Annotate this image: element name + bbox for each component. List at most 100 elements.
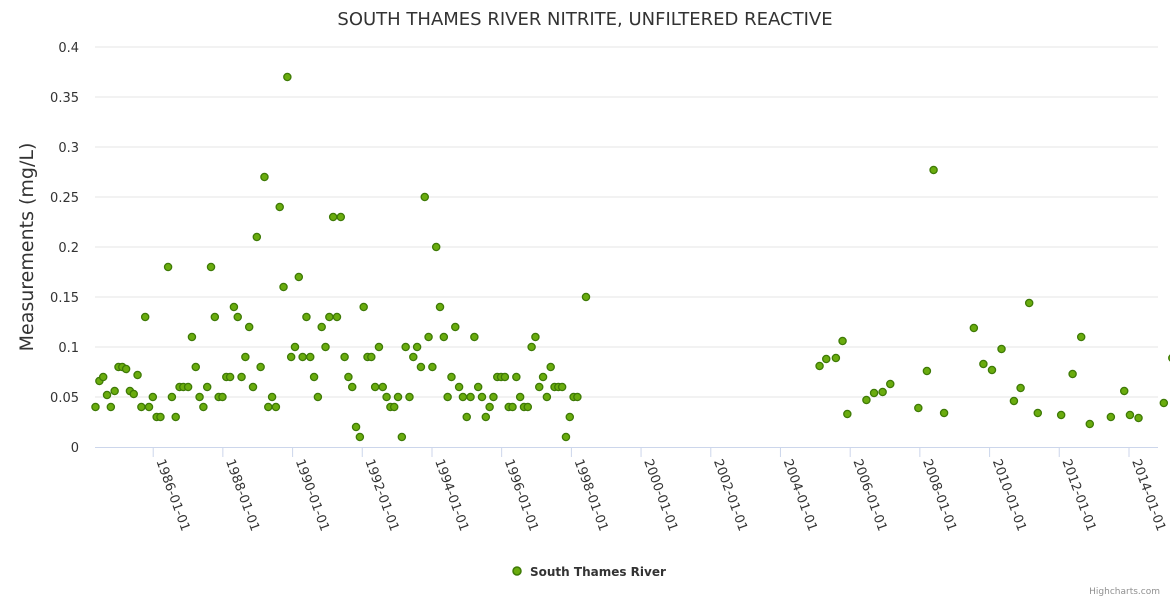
data-point[interactable] bbox=[409, 352, 418, 362]
data-point[interactable] bbox=[283, 72, 292, 82]
data-point[interactable] bbox=[1159, 398, 1169, 408]
data-point[interactable] bbox=[148, 392, 158, 402]
data-point[interactable] bbox=[106, 402, 116, 412]
data-point[interactable] bbox=[500, 372, 510, 382]
data-point[interactable] bbox=[340, 352, 349, 362]
data-point[interactable] bbox=[325, 312, 334, 322]
data-point[interactable] bbox=[91, 402, 100, 412]
data-point[interactable] bbox=[309, 372, 319, 382]
data-point[interactable] bbox=[355, 432, 365, 442]
data-point[interactable] bbox=[1068, 369, 1077, 379]
data-point[interactable] bbox=[862, 395, 871, 405]
data-point[interactable] bbox=[1016, 383, 1025, 393]
data-point[interactable] bbox=[378, 382, 388, 392]
data-point[interactable] bbox=[431, 242, 441, 252]
data-point[interactable] bbox=[167, 392, 177, 402]
data-point[interactable] bbox=[328, 212, 338, 222]
data-point[interactable] bbox=[389, 402, 399, 412]
data-point[interactable] bbox=[121, 364, 131, 374]
data-point[interactable] bbox=[542, 392, 552, 402]
data-point[interactable] bbox=[229, 302, 239, 312]
data-point[interactable] bbox=[831, 353, 841, 363]
data-point[interactable] bbox=[260, 172, 269, 182]
data-point[interactable] bbox=[477, 392, 487, 402]
data-point[interactable] bbox=[199, 402, 208, 412]
data-point[interactable] bbox=[534, 382, 544, 392]
data-point[interactable] bbox=[218, 392, 227, 402]
data-point[interactable] bbox=[374, 342, 384, 352]
data-point[interactable] bbox=[347, 382, 357, 392]
data-point[interactable] bbox=[843, 409, 852, 419]
data-point[interactable] bbox=[929, 165, 938, 175]
data-point[interactable] bbox=[561, 432, 571, 442]
data-point[interactable] bbox=[1134, 413, 1143, 423]
data-point[interactable] bbox=[302, 312, 311, 322]
data-point[interactable] bbox=[187, 332, 197, 342]
data-point[interactable] bbox=[210, 312, 220, 322]
data-point[interactable] bbox=[102, 390, 112, 400]
data-point[interactable] bbox=[233, 312, 242, 322]
data-point[interactable] bbox=[382, 392, 391, 402]
data-point[interactable] bbox=[313, 392, 323, 402]
data-point[interactable] bbox=[538, 372, 548, 382]
data-point[interactable] bbox=[225, 372, 235, 382]
data-point[interactable] bbox=[451, 322, 460, 332]
data-point[interactable] bbox=[466, 392, 475, 402]
data-point[interactable] bbox=[332, 312, 342, 322]
data-point[interactable] bbox=[183, 382, 193, 392]
data-point[interactable] bbox=[481, 412, 491, 422]
data-point[interactable] bbox=[979, 359, 988, 369]
data-point[interactable] bbox=[98, 372, 108, 382]
data-point[interactable] bbox=[237, 372, 246, 382]
data-point[interactable] bbox=[298, 352, 307, 362]
data-point[interactable] bbox=[515, 392, 525, 402]
data-point[interactable] bbox=[359, 302, 368, 312]
data-point[interactable] bbox=[458, 392, 468, 402]
data-point[interactable] bbox=[428, 362, 437, 372]
data-point[interactable] bbox=[171, 412, 180, 422]
data-point[interactable] bbox=[914, 403, 923, 413]
data-point[interactable] bbox=[886, 379, 895, 389]
data-point[interactable] bbox=[129, 389, 138, 399]
data-point[interactable] bbox=[1106, 412, 1116, 422]
data-point[interactable] bbox=[267, 392, 277, 402]
data-point[interactable] bbox=[133, 370, 142, 380]
data-point[interactable] bbox=[473, 382, 483, 392]
data-point[interactable] bbox=[462, 412, 471, 422]
data-point[interactable] bbox=[869, 388, 879, 398]
data-point[interactable] bbox=[485, 402, 494, 412]
data-point[interactable] bbox=[248, 382, 258, 392]
data-point[interactable] bbox=[508, 402, 517, 412]
data-point[interactable] bbox=[412, 342, 422, 352]
data-point[interactable] bbox=[1009, 396, 1019, 406]
data-point[interactable] bbox=[244, 322, 254, 332]
data-point[interactable] bbox=[351, 422, 361, 432]
data-point[interactable] bbox=[264, 402, 273, 412]
data-point[interactable] bbox=[424, 332, 433, 342]
data-point[interactable] bbox=[546, 362, 555, 372]
data-point[interactable] bbox=[202, 382, 212, 392]
data-point[interactable] bbox=[367, 352, 376, 362]
data-point[interactable] bbox=[443, 392, 452, 402]
credits-link[interactable]: Highcharts.com bbox=[1089, 587, 1160, 597]
data-point[interactable] bbox=[1056, 410, 1066, 420]
data-point[interactable] bbox=[523, 402, 533, 412]
data-point[interactable] bbox=[838, 336, 847, 346]
data-point[interactable] bbox=[405, 392, 414, 402]
data-point[interactable] bbox=[275, 202, 284, 212]
data-point[interactable] bbox=[878, 387, 887, 397]
data-point[interactable] bbox=[821, 354, 831, 364]
data-point[interactable] bbox=[416, 362, 426, 372]
data-point[interactable] bbox=[922, 366, 932, 376]
data-point[interactable] bbox=[140, 312, 150, 322]
data-point[interactable] bbox=[1125, 410, 1135, 420]
data-point[interactable] bbox=[156, 412, 165, 422]
legend[interactable]: South Thames River bbox=[512, 565, 666, 579]
data-point[interactable] bbox=[1076, 332, 1086, 342]
data-point[interactable] bbox=[939, 408, 949, 418]
data-point[interactable] bbox=[290, 342, 300, 352]
data-point[interactable] bbox=[969, 323, 979, 333]
data-point[interactable] bbox=[420, 192, 429, 202]
data-point[interactable] bbox=[557, 382, 567, 392]
data-point[interactable] bbox=[393, 392, 403, 402]
